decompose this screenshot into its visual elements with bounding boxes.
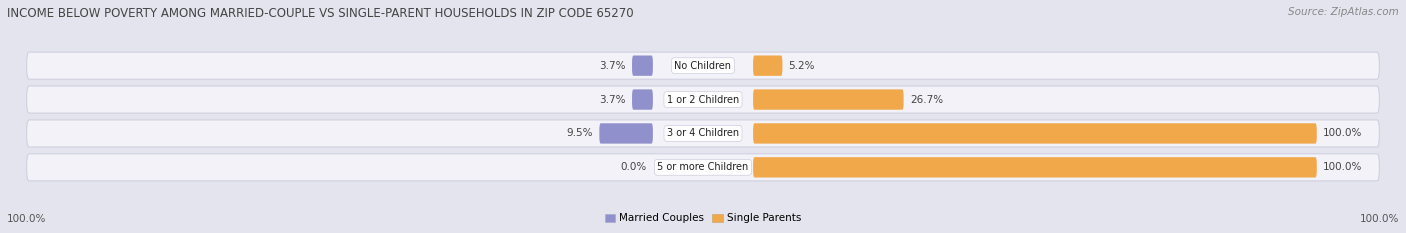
Text: INCOME BELOW POVERTY AMONG MARRIED-COUPLE VS SINGLE-PARENT HOUSEHOLDS IN ZIP COD: INCOME BELOW POVERTY AMONG MARRIED-COUPL…	[7, 7, 634, 20]
FancyBboxPatch shape	[754, 157, 1317, 178]
Text: 3.7%: 3.7%	[599, 95, 626, 105]
Text: 1 or 2 Children: 1 or 2 Children	[666, 95, 740, 105]
FancyBboxPatch shape	[27, 154, 1379, 181]
FancyBboxPatch shape	[27, 52, 1379, 79]
FancyBboxPatch shape	[754, 89, 904, 110]
FancyBboxPatch shape	[754, 55, 782, 76]
Text: 5.2%: 5.2%	[789, 61, 815, 71]
Text: 9.5%: 9.5%	[567, 128, 593, 138]
FancyBboxPatch shape	[633, 55, 652, 76]
Text: 0.0%: 0.0%	[620, 162, 647, 172]
Text: 3 or 4 Children: 3 or 4 Children	[666, 128, 740, 138]
Text: No Children: No Children	[675, 61, 731, 71]
FancyBboxPatch shape	[27, 120, 1379, 147]
Text: 5 or more Children: 5 or more Children	[658, 162, 748, 172]
Legend: Married Couples, Single Parents: Married Couples, Single Parents	[600, 209, 806, 228]
FancyBboxPatch shape	[599, 123, 652, 144]
Text: 100.0%: 100.0%	[1323, 128, 1362, 138]
FancyBboxPatch shape	[754, 123, 1317, 144]
Text: 3.7%: 3.7%	[599, 61, 626, 71]
Text: 26.7%: 26.7%	[910, 95, 943, 105]
Text: 100.0%: 100.0%	[7, 214, 46, 224]
Text: 100.0%: 100.0%	[1360, 214, 1399, 224]
Text: Source: ZipAtlas.com: Source: ZipAtlas.com	[1288, 7, 1399, 17]
Text: 100.0%: 100.0%	[1323, 162, 1362, 172]
FancyBboxPatch shape	[633, 89, 652, 110]
FancyBboxPatch shape	[27, 86, 1379, 113]
